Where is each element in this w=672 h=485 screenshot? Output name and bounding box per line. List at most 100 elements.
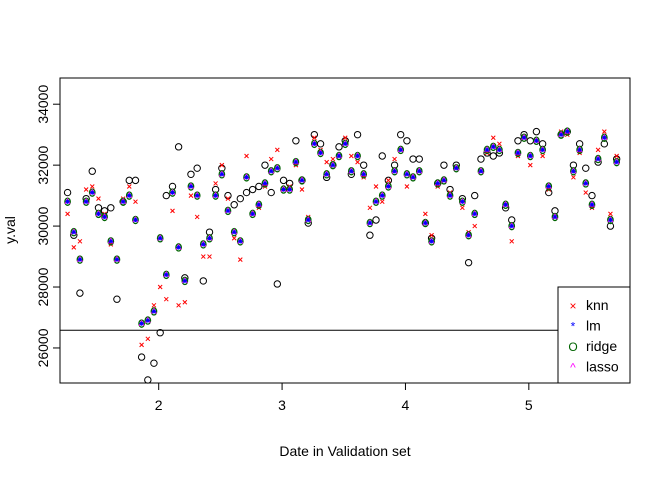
lm-point (398, 147, 403, 153)
lasso-point (132, 216, 139, 223)
actual-point (489, 152, 497, 160)
lm-stroke (429, 239, 434, 244)
lm-stroke (281, 187, 286, 192)
knn-point (207, 254, 212, 259)
knn-stroke (509, 238, 515, 244)
lasso-point (243, 173, 250, 180)
lm-point (281, 187, 286, 192)
lm-point (552, 214, 558, 220)
lm-point (231, 229, 237, 235)
lm-point (336, 153, 342, 159)
knn-point (182, 299, 188, 305)
knn-point (194, 214, 200, 220)
lm-stroke (423, 221, 428, 225)
knn-stroke (404, 184, 410, 189)
lasso-point (484, 145, 490, 153)
lasso-point (471, 209, 478, 217)
knn-stroke (497, 141, 502, 147)
knn-point (244, 153, 249, 159)
lm-point (71, 229, 77, 235)
lm-stroke (571, 169, 576, 174)
knn-stroke (571, 174, 576, 180)
lm-point (558, 132, 564, 137)
knn-point (170, 208, 175, 214)
actual-point (359, 161, 368, 169)
lm-stroke (411, 175, 415, 180)
lasso-point (342, 139, 349, 147)
knn-stroke (540, 153, 545, 159)
lm-point (608, 217, 613, 223)
lasso-point (286, 185, 293, 192)
lm-stroke (300, 178, 304, 183)
lm-stroke (380, 193, 385, 198)
lm-point (577, 147, 582, 153)
lasso-point (255, 200, 262, 208)
lm-stroke (133, 218, 138, 222)
knn-stroke (207, 254, 212, 259)
lasso-point (144, 316, 151, 324)
lm-stroke (583, 181, 588, 186)
actual-point (187, 170, 195, 178)
lm-point (509, 223, 514, 229)
lm-point (602, 135, 607, 140)
actual-point (292, 137, 300, 145)
actual-point (582, 164, 590, 172)
lm-point (120, 199, 126, 204)
actual-point (378, 152, 386, 160)
lasso-point (502, 200, 509, 208)
knn-point (392, 156, 397, 162)
knn-point (151, 302, 157, 308)
knn-stroke (274, 147, 280, 153)
lm-stroke (367, 221, 372, 225)
actual-point (63, 188, 72, 197)
lasso-point (601, 133, 608, 141)
knn-stroke (490, 135, 496, 141)
y-tick-label: 28000 (35, 267, 51, 306)
lm-stroke (96, 211, 101, 216)
actual-point (464, 258, 473, 267)
lasso-point (64, 197, 71, 205)
lm-point (355, 153, 360, 159)
actual-point (409, 155, 417, 163)
lm-point (287, 187, 292, 192)
lm-point (151, 309, 157, 314)
knn-point (126, 184, 132, 189)
lm-point (256, 202, 262, 207)
knn-stroke (139, 342, 144, 348)
lasso-point (434, 179, 441, 186)
lm-stroke (238, 239, 243, 244)
y-tick-label: 30000 (35, 206, 51, 245)
lasso-point (95, 209, 102, 217)
lm-point (65, 199, 70, 204)
knn-point (200, 254, 206, 259)
lm-point (96, 211, 101, 217)
knn-stroke (367, 205, 373, 211)
lasso-point (527, 152, 534, 159)
lasso-point (545, 182, 552, 189)
knn-point (133, 199, 138, 205)
lasso-point (169, 188, 176, 196)
knn-point (89, 184, 95, 189)
x-axis-label: Date in Validation set (279, 443, 410, 459)
lm-stroke (158, 236, 163, 241)
knn-point (595, 147, 601, 153)
lm-point (102, 214, 107, 220)
knn-stroke (311, 135, 317, 141)
knn-stroke (330, 156, 336, 162)
lm-point (540, 147, 545, 153)
plot-frame (59, 77, 631, 384)
actual-point (372, 216, 380, 224)
actual-point (107, 204, 115, 212)
lm-point (460, 199, 465, 204)
knn-point (163, 296, 169, 302)
knn-point (583, 190, 589, 195)
lm-stroke (441, 178, 446, 183)
knn-point (423, 211, 428, 217)
lm-stroke (275, 166, 280, 171)
lm-stroke (565, 129, 570, 134)
lm-point (349, 169, 354, 174)
lm-stroke (151, 309, 156, 314)
lasso-point (299, 176, 305, 183)
knn-stroke (133, 199, 138, 205)
